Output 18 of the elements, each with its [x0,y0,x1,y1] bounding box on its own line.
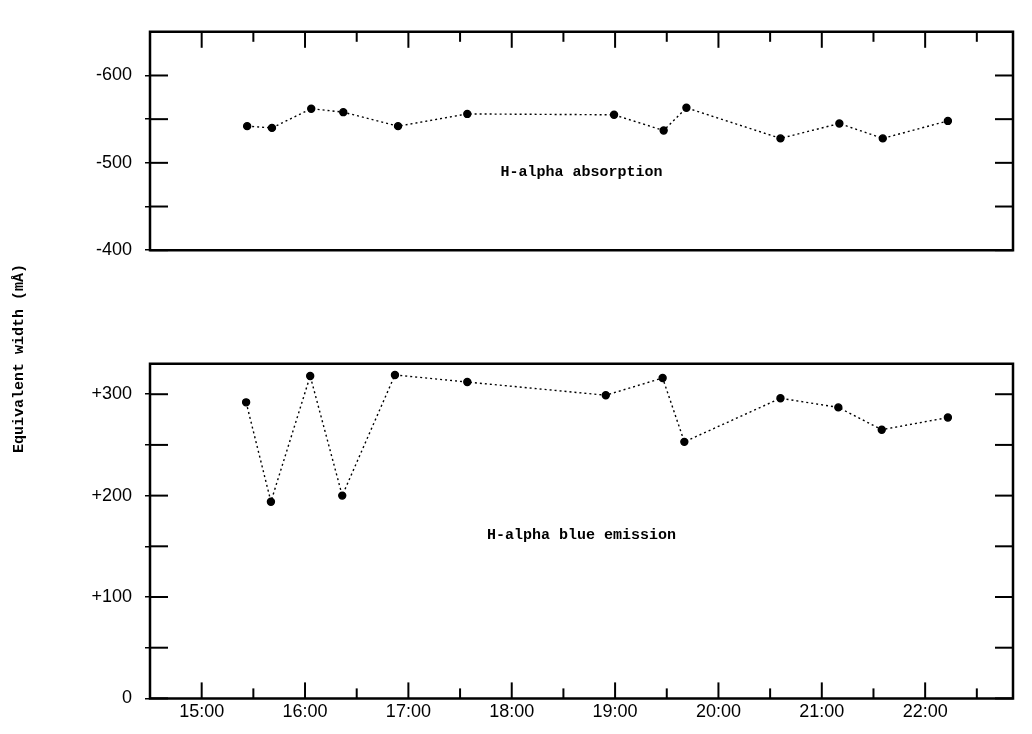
x-tick-label: 17:00 [385,701,431,722]
x-tick-label: 18:00 [489,701,535,722]
text: H-alpha blue emission [486,526,677,544]
y-tick-label: -600 [95,64,132,85]
y-tick-label: +200 [91,484,132,505]
x-tick-label: 21:00 [799,701,845,722]
x-tick-label: 20:00 [695,701,741,722]
x-tick-label: 19:00 [592,701,638,722]
y-tick-label: -400 [95,239,132,260]
x-tick-label: 15:00 [179,701,225,722]
x-tick-label: 16:00 [282,701,328,722]
series-label: H-alpha absorption [500,163,663,181]
x-tick-label: 22:00 [902,701,948,722]
y-tick-label: +300 [91,383,132,404]
y-axis-title: Equivalent width (mÅ) [11,263,29,453]
y-tick-label: -500 [95,151,132,172]
y-tick-label: +100 [91,585,132,606]
y-tick-label: 0 [121,687,132,708]
